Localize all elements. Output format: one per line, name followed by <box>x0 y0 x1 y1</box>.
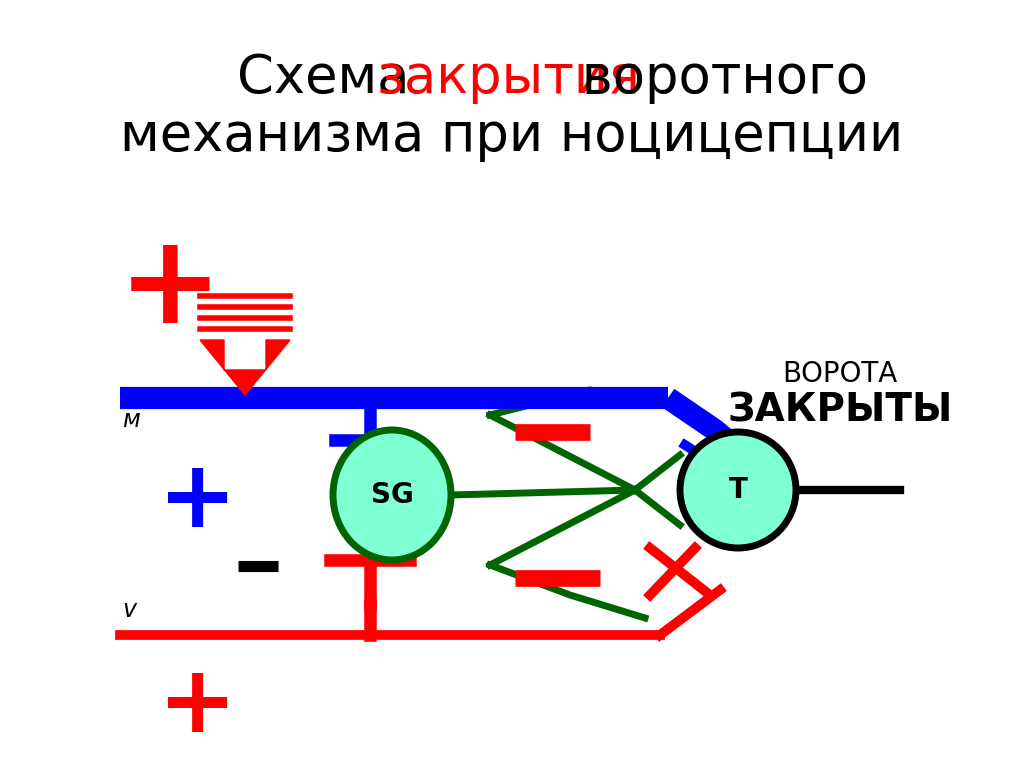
Text: м: м <box>122 408 140 432</box>
Text: +: + <box>159 455 238 547</box>
FancyArrow shape <box>200 340 290 395</box>
Text: v: v <box>122 598 136 622</box>
Text: ВОРОТА: ВОРОТА <box>782 360 898 388</box>
Text: закрытия: закрытия <box>377 52 641 104</box>
Text: механизма при ноцицепции: механизма при ноцицепции <box>121 110 903 162</box>
Text: ЗАКРЫТЫ: ЗАКРЫТЫ <box>727 392 952 430</box>
Text: +: + <box>159 660 238 752</box>
Ellipse shape <box>680 432 796 548</box>
Text: SG: SG <box>371 481 414 509</box>
Ellipse shape <box>333 430 451 560</box>
Text: Т: Т <box>728 476 748 504</box>
Text: воротного: воротного <box>565 52 868 104</box>
Text: Схема: Схема <box>237 52 426 104</box>
Text: +: + <box>118 228 222 349</box>
